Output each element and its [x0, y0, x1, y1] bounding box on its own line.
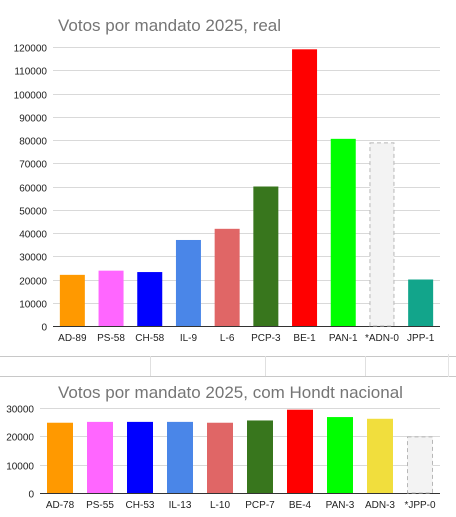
chart-votes-hondt-svg: Votos por mandato 2025, com Hondt nacion…	[6, 383, 440, 511]
y-tick-label: 10000	[19, 300, 47, 311]
y-tick-label: 60000	[19, 184, 47, 195]
x-tick-label: PCP-3	[251, 333, 281, 344]
y-tick-label: 110000	[14, 67, 47, 78]
y-tick-label: 20000	[19, 277, 47, 288]
y-tick-label: 30000	[6, 405, 34, 416]
bar-be1	[292, 49, 318, 326]
x-tick-label: CH-58	[135, 333, 164, 344]
x-tick-label: AD-89	[58, 333, 87, 344]
chart-title: Votos por mandato 2025, real	[58, 16, 281, 35]
y-tick-label: 10000	[6, 462, 34, 473]
y-tick-label: 0	[28, 490, 34, 501]
bar-pcp7	[247, 420, 273, 493]
y-tick-label: 50000	[19, 207, 47, 218]
x-tick-label: ADN-3	[365, 500, 395, 511]
y-tick-label: 80000	[19, 137, 47, 148]
y-tick-label: 100000	[14, 91, 48, 102]
x-tick-label: IL-9	[180, 333, 198, 344]
x-tick-label: JPP-1	[407, 333, 435, 344]
bar-l6	[214, 228, 240, 326]
y-tick-label: 70000	[19, 160, 47, 171]
x-tick-label: L-6	[220, 333, 235, 344]
bar-ad78	[47, 422, 73, 493]
y-tick-label: 0	[41, 323, 47, 334]
bar-ps55	[87, 421, 113, 493]
bar-pan1	[330, 138, 356, 326]
bar-l10	[207, 422, 233, 493]
bar-ch53	[127, 421, 153, 493]
chart-votes-real[interactable]: Votos por mandato 2025, real 0 10000 20000…	[0, 0, 456, 354]
y-tick-label: 40000	[19, 230, 47, 241]
y-tick-label: 120000	[14, 44, 48, 55]
x-tick-label: BE-4	[289, 500, 312, 511]
x-tick-label: PS-55	[86, 500, 114, 511]
x-tick-label: PAN-1	[329, 333, 358, 344]
bar-pan3	[327, 417, 353, 493]
x-tick-label: L-10	[210, 500, 230, 511]
bar-jpp0	[407, 436, 433, 494]
bar-be4	[287, 409, 313, 493]
bar-ad89	[59, 274, 85, 326]
bar-pcp3	[253, 186, 279, 326]
x-tick-label: PAN-3	[326, 500, 355, 511]
chart-votes-real-svg: Votos por mandato 2025, real 0 10000 20000…	[14, 16, 440, 344]
x-tick-label: BE-1	[293, 333, 316, 344]
y-tick-label: 30000	[19, 253, 47, 264]
chart-title: Votos por mandato 2025, com Hondt nacion…	[58, 383, 403, 402]
x-tick-label: AD-78	[46, 500, 75, 511]
x-tick-label: CH-53	[126, 500, 155, 511]
x-tick-label: *ADN-0	[365, 333, 399, 344]
bar-adn0	[369, 142, 395, 327]
chart-votes-hondt[interactable]: Votos por mandato 2025, com Hondt nacion…	[0, 377, 456, 512]
x-tick-label: *JPP-0	[404, 500, 436, 511]
x-tick-label: PCP-7	[245, 500, 275, 511]
y-tick-label: 20000	[6, 433, 34, 444]
bar-adn3	[367, 418, 393, 493]
bar-il9	[175, 239, 201, 326]
bar-ps58	[98, 270, 124, 326]
bar-il13	[167, 421, 193, 493]
x-tick-label: PS-58	[97, 333, 125, 344]
bar-jpp1	[408, 279, 434, 326]
x-tick-label: IL-13	[169, 500, 192, 511]
bar-ch58	[137, 272, 163, 326]
y-tick-label: 90000	[19, 114, 47, 125]
